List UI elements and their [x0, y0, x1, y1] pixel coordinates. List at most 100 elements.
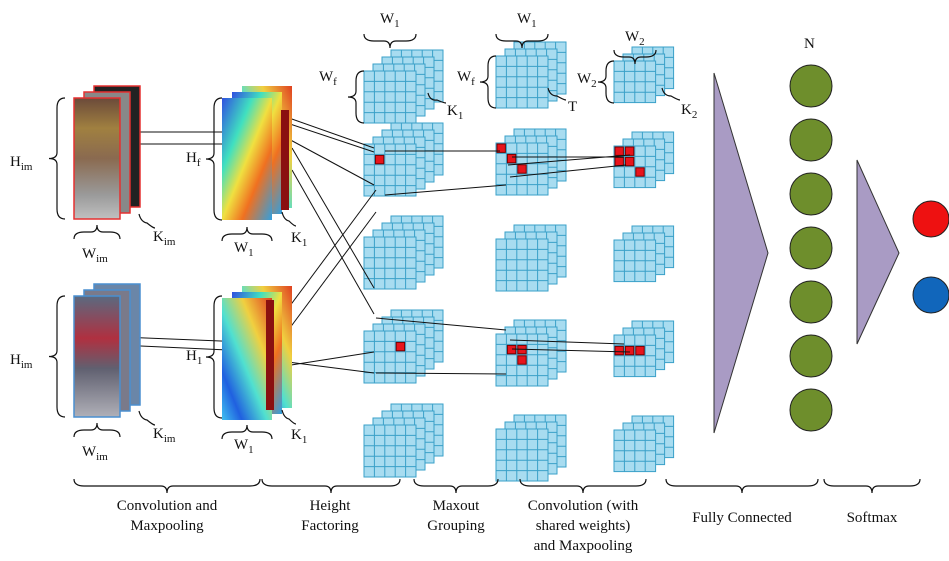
fc-neuron [789, 64, 833, 108]
grid-cs-2-layer-0 [613, 239, 657, 283]
label-t: T [568, 99, 577, 115]
grid-hf-1-bg [363, 143, 417, 197]
feature-map-grids [363, 41, 675, 482]
brace-h-1 [205, 295, 223, 419]
grid-cs-3-layer-0 [613, 334, 657, 378]
stage-captions: Convolution and Maxpooling Height Factor… [117, 498, 898, 554]
connection-line [511, 348, 631, 353]
label-w-f-grid2: Wf [457, 69, 475, 88]
grid-hf-legend-bg [363, 70, 417, 124]
brace-w-im-bottom [73, 422, 121, 438]
label-w-1-top: W1 [234, 240, 254, 259]
grid-cs-1-highlight-cell [624, 146, 635, 156]
label-k-1-grid1: K1 [447, 103, 463, 122]
grid-cs-1-highlight-cell [624, 156, 635, 167]
grid-mg-1-highlight-cell [496, 143, 506, 153]
brace-k-im-bottom [138, 410, 156, 426]
connection-line [375, 372, 507, 375]
caption-conv-shared-1: Convolution (with [528, 498, 639, 514]
label-w-1-grid2: W1 [517, 11, 537, 30]
brace-stage-3 [519, 478, 647, 494]
brace-k-1-grid1 [427, 92, 447, 104]
grid-hf-2-layer-0 [363, 236, 417, 290]
grid-cs-1-highlight-cell [614, 156, 624, 167]
grid-mg-3-highlight-cell [506, 344, 517, 355]
brace-k-1-top [281, 211, 297, 227]
grid-cs-1-highlight-cell [614, 146, 624, 156]
label-w-im-top: Wim [82, 246, 108, 265]
fc-neuron [789, 172, 833, 216]
output-neuron-blue [912, 276, 949, 314]
brace-t [547, 87, 567, 101]
label-w-2-left: W2 [577, 71, 597, 90]
grid-cs-3-highlight-cell [624, 345, 635, 356]
fc-neurons [789, 64, 833, 432]
grid-mg-3-layer-0 [495, 333, 549, 387]
dimension-braces [48, 33, 921, 494]
grid-cs-1-layer-0 [613, 145, 657, 189]
grid-hf-4-layer-0 [363, 424, 417, 478]
brace-w-2-top [613, 49, 657, 65]
grid-cs-3-highlight-cell [614, 345, 624, 356]
caption-maxout-grouping-2: Grouping [427, 518, 485, 534]
grid-mg-3-highlight-cell [517, 355, 527, 365]
brace-h-im-top [48, 97, 66, 220]
connection-line [509, 164, 627, 178]
brace-h-f [205, 97, 223, 221]
grid-hf-1-highlight-cell [374, 154, 385, 165]
grid-cs-3-highlight-cell [635, 345, 645, 356]
caption-softmax: Softmax [847, 510, 898, 526]
brace-k-2 [661, 87, 681, 101]
label-w-f-grid1: Wf [319, 69, 337, 88]
brace-h-im-bottom [48, 295, 66, 418]
fully-connected-triangle [713, 72, 769, 434]
label-k-im-bottom: Kim [153, 426, 176, 445]
brace-w-f-grid1 [347, 70, 365, 124]
caption-height-factoring-1: Height [310, 498, 352, 514]
brace-w-1-grid2 [495, 33, 549, 49]
grid-hf-legend-layer-0 [363, 70, 417, 124]
brace-w-1-top [221, 226, 273, 242]
brace-stage-0 [73, 478, 261, 494]
grid-hf-1-layer-0 [363, 143, 417, 197]
fc-neuron [789, 226, 833, 270]
fc-neuron [789, 334, 833, 378]
label-n: N [804, 36, 815, 52]
fc-neuron [789, 280, 833, 324]
grid-mg-1-highlight-cell [506, 153, 517, 164]
grid-mg-4-bg [495, 428, 549, 482]
label-h-im-bottom: Him [10, 352, 33, 371]
grid-mg-2-layer-0 [495, 238, 549, 292]
brace-stage-2 [413, 478, 499, 494]
label-w-1-grid1: W1 [380, 11, 400, 30]
grid-mg-4-layer-0 [495, 428, 549, 482]
brace-w-f-grid2 [479, 55, 497, 109]
grid-mg-2-bg [495, 238, 549, 292]
connection-line [507, 154, 631, 166]
grid-cs-1-highlight-cell [635, 167, 645, 177]
caption-fully-connected: Fully Connected [692, 510, 792, 526]
label-k-1-top: K1 [291, 230, 307, 249]
connection-line [384, 184, 507, 196]
grid-mg-1-highlight-cell [517, 164, 527, 174]
softmax-triangle [856, 159, 900, 345]
brace-w-2-left [597, 60, 615, 104]
brace-stage-4 [665, 478, 819, 494]
label-w-im-bottom: Wim [82, 444, 108, 463]
connection-line [291, 169, 375, 315]
grid-hf-4-bg [363, 424, 417, 478]
caption-maxout-grouping-1: Maxout [433, 498, 480, 514]
output-neuron-red [912, 200, 949, 238]
feature-map-top-strip [281, 110, 289, 210]
grid-hf-2-bg [363, 236, 417, 290]
grid-hf-3-highlight-cell [395, 341, 406, 352]
caption-conv-shared-3: and Maxpooling [534, 538, 633, 554]
static-shapes [73, 72, 949, 434]
caption-convolution-maxpooling-2: Maxpooling [130, 518, 204, 534]
grid-cs-legend-layer-0 [613, 60, 657, 104]
label-h-f: Hf [186, 150, 201, 169]
caption-height-factoring-2: Factoring [301, 518, 359, 534]
label-k-im-top: Kim [153, 229, 176, 248]
dimension-labels: Him Him Wim Wim Kim Kim Hf H1 W1 W1 K1 K… [10, 11, 815, 463]
